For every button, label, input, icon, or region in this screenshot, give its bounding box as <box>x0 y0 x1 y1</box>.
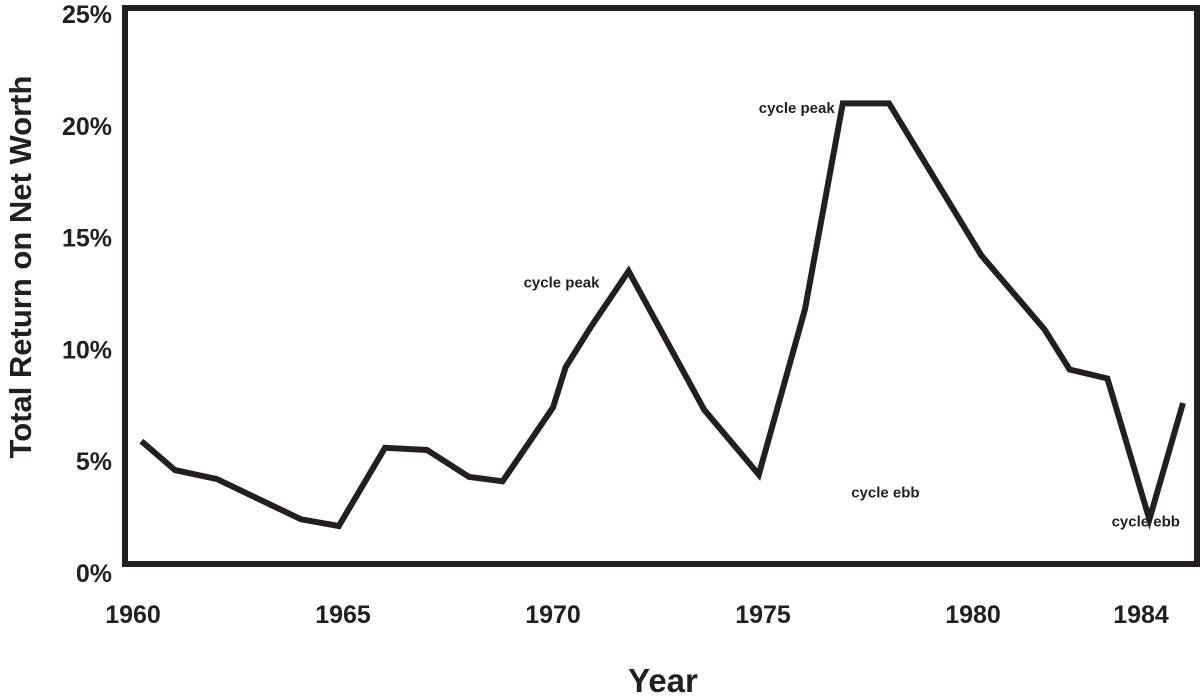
y-tick-label: 10% <box>62 336 112 364</box>
x-axis-ticks: 1960 1965 1970 1975 1980 1984 <box>105 601 1169 629</box>
x-tick-label: 1984 <box>1113 601 1169 629</box>
annotation-label: cycle peak <box>524 274 601 291</box>
y-tick-label: 20% <box>62 113 112 141</box>
y-axis-ticks: 0% 5% 10% 15% 20% 25% <box>62 1 112 588</box>
y-tick-label: 0% <box>76 560 112 588</box>
x-tick-label: 1980 <box>945 601 1001 629</box>
annotations: cycle peak cycle peak cycle ebb cycle ebb <box>524 100 1180 531</box>
annotation-label: cycle ebb <box>851 485 919 502</box>
y-tick-label: 25% <box>62 1 112 29</box>
annotation-label: cycle ebb <box>1112 514 1180 531</box>
x-tick-label: 1975 <box>735 601 791 629</box>
x-tick-label: 1965 <box>315 601 371 629</box>
plot-frame <box>122 5 1200 567</box>
y-tick-label: 15% <box>62 225 112 253</box>
y-tick-label: 5% <box>76 448 112 476</box>
y-axis-title: Total Return on Net Worth <box>3 76 38 459</box>
x-tick-label: 1970 <box>525 601 581 629</box>
x-axis-title: Year <box>628 662 698 698</box>
x-tick-label: 1960 <box>105 601 161 629</box>
series-line <box>139 100 1186 530</box>
annotation-label: cycle peak <box>759 100 836 117</box>
